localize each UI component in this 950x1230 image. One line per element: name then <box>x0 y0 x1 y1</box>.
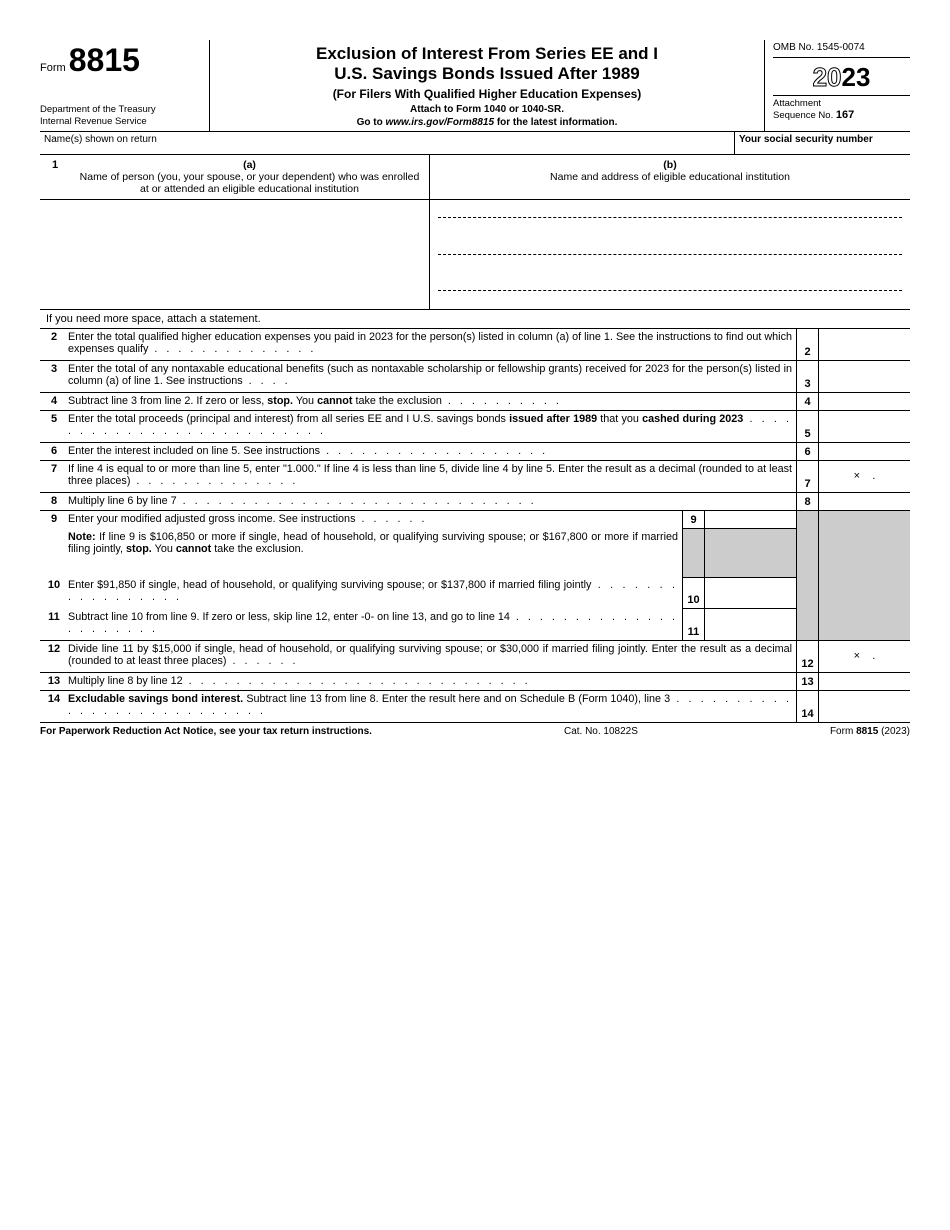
line-7-amount[interactable] <box>818 461 910 492</box>
line-11-text: Subtract line 10 from line 9. If zero or… <box>68 609 682 640</box>
line-10: 10 Enter $91,850 if single, head of hous… <box>40 577 910 609</box>
line-8-text: Multiply line 6 by line 7 . . . . . . . … <box>68 493 796 510</box>
line-5: 5 Enter the total proceeds (principal an… <box>40 411 910 443</box>
header-center: Exclusion of Interest From Series EE and… <box>210 40 765 131</box>
line-6: 6 Enter the interest included on line 5.… <box>40 443 910 461</box>
line-13-amount[interactable] <box>818 673 910 690</box>
line-9-note-text: Note: If line 9 is $106,850 or more if s… <box>68 529 682 577</box>
header-left: Form 8815 Department of the Treasury Int… <box>40 40 210 131</box>
line-12: 12 Divide line 11 by $15,000 if single, … <box>40 641 910 673</box>
line-2: 2 Enter the total qualified higher educa… <box>40 329 910 361</box>
more-space-note: If you need more space, attach a stateme… <box>40 310 910 329</box>
line-8-amount[interactable] <box>818 493 910 510</box>
goto-url: www.irs.gov/Form8815 <box>385 117 494 128</box>
form-title-1: Exclusion of Interest From Series EE and… <box>218 44 756 64</box>
line1-header: 1 (a) Name of person (you, your spouse, … <box>40 155 910 200</box>
attachment-sequence: Attachment Sequence No. 167 <box>773 96 910 121</box>
line-8-box: 8 <box>796 493 818 510</box>
line-6-amount[interactable] <box>818 443 910 460</box>
line-3-box: 3 <box>796 361 818 392</box>
line-2-box: 2 <box>796 329 818 360</box>
line-4-amount[interactable] <box>818 393 910 410</box>
line-10-amount[interactable] <box>704 577 796 609</box>
line-9: 9 Enter your modified adjusted gross inc… <box>40 511 910 529</box>
line-2-amount[interactable] <box>818 329 910 360</box>
name-on-return-label[interactable]: Name(s) shown on return <box>40 132 735 154</box>
dept-treasury: Department of the Treasury <box>40 104 203 116</box>
line-3-amount[interactable] <box>818 361 910 392</box>
line-13: 13 Multiply line 8 by line 12 . . . . . … <box>40 673 910 691</box>
form-number: 8815 <box>69 42 140 78</box>
line-11-box: 11 <box>682 609 704 640</box>
line-13-text: Multiply line 8 by line 12 . . . . . . .… <box>68 673 796 690</box>
line-10-box: 10 <box>682 577 704 609</box>
line-4-box: 4 <box>796 393 818 410</box>
line-7-text: If line 4 is equal to or more than line … <box>68 461 796 492</box>
line-4: 4 Subtract line 3 from line 2. If zero o… <box>40 393 910 411</box>
line-2-text: Enter the total qualified higher educati… <box>68 329 796 360</box>
line-8: 8 Multiply line 6 by line 7 . . . . . . … <box>40 493 910 511</box>
treasury-irs: Department of the Treasury Internal Reve… <box>40 104 203 129</box>
form-8815: Form 8815 Department of the Treasury Int… <box>40 40 910 737</box>
line1-col-b: (b) Name and address of eligible educati… <box>430 155 910 199</box>
line-13-box: 13 <box>796 673 818 690</box>
line-14-box: 14 <box>796 691 818 722</box>
line1-number: 1 <box>40 155 70 199</box>
line-9-amount[interactable] <box>704 511 796 529</box>
form-label: Form <box>40 62 66 74</box>
omb-number: OMB No. 1545-0074 <box>773 42 910 58</box>
form-header: Form 8815 Department of the Treasury Int… <box>40 40 910 132</box>
line-5-amount[interactable] <box>818 411 910 442</box>
form-title-2: U.S. Savings Bonds Issued After 1989 <box>218 64 756 84</box>
line-14-amount[interactable] <box>818 691 910 722</box>
line-9-box: 9 <box>682 511 704 529</box>
line-11-amount[interactable] <box>704 609 796 640</box>
line1-input-b[interactable] <box>430 200 910 309</box>
line-9-text: Enter your modified adjusted gross incom… <box>68 511 682 529</box>
form-subtitle: (For Filers With Qualified Higher Educat… <box>218 87 756 101</box>
attach-instruction: Attach to Form 1040 or 1040-SR. <box>218 104 756 115</box>
line-14-text: Excludable savings bond interest. Subtra… <box>68 691 796 722</box>
line-12-amount[interactable] <box>818 641 910 672</box>
line-11: 11 Subtract line 10 from line 9. If zero… <box>40 609 910 641</box>
line-5-box: 5 <box>796 411 818 442</box>
line-6-box: 6 <box>796 443 818 460</box>
line-14: 14 Excludable savings bond interest. Sub… <box>40 691 910 723</box>
form-ref: Form 8815 (2023) <box>830 726 910 737</box>
line-12-box: 12 <box>796 641 818 672</box>
line1-body[interactable] <box>40 200 910 310</box>
line-7-box: 7 <box>796 461 818 492</box>
line-3-text: Enter the total of any nontaxable educat… <box>68 361 796 392</box>
paperwork-notice: For Paperwork Reduction Act Notice, see … <box>40 726 372 737</box>
line-3: 3 Enter the total of any nontaxable educ… <box>40 361 910 393</box>
line-9-note: Note: If line 9 is $106,850 or more if s… <box>40 529 910 577</box>
line1-input-a[interactable] <box>40 200 430 309</box>
name-ssn-row: Name(s) shown on return Your social secu… <box>40 132 910 155</box>
header-right: OMB No. 1545-0074 2023 Attachment Sequen… <box>765 40 910 131</box>
line-4-text: Subtract line 3 from line 2. If zero or … <box>68 393 796 410</box>
line-12-text: Divide line 11 by $15,000 if single, hea… <box>68 641 796 672</box>
line-7: 7 If line 4 is equal to or more than lin… <box>40 461 910 493</box>
line-10-text: Enter $91,850 if single, head of househo… <box>68 577 682 609</box>
tax-year: 2023 <box>773 60 910 96</box>
line-6-text: Enter the interest included on line 5. S… <box>68 443 796 460</box>
line-5-text: Enter the total proceeds (principal and … <box>68 411 796 442</box>
irs: Internal Revenue Service <box>40 116 203 128</box>
form-footer: For Paperwork Reduction Act Notice, see … <box>40 723 910 737</box>
goto-line: Go to www.irs.gov/Form8815 for the lates… <box>218 117 756 128</box>
line1-col-a: (a) Name of person (you, your spouse, or… <box>70 155 430 199</box>
ssn-label[interactable]: Your social security number <box>735 132 910 154</box>
cat-no: Cat. No. 10822S <box>564 726 638 737</box>
